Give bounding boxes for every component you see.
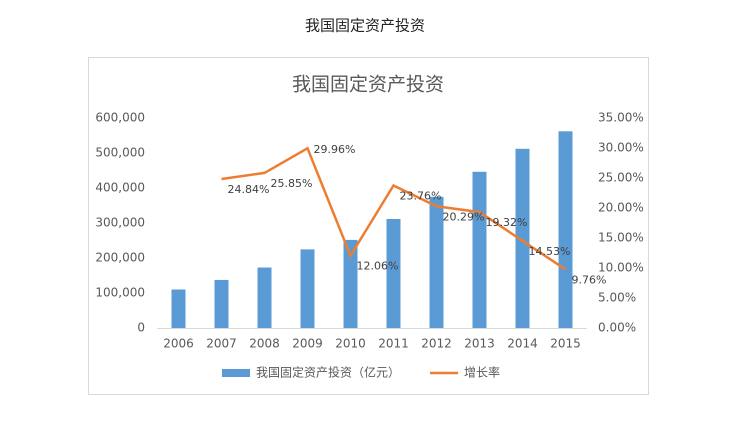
y-tick-label: 0: [137, 321, 145, 335]
y-tick-label: 200,000: [95, 251, 145, 265]
y-tick-label: 100,000: [95, 286, 145, 300]
y2-tick-label: 10.00%: [598, 261, 644, 275]
y-tick-label: 500,000: [95, 146, 145, 160]
x-tick-label: 2009: [292, 337, 323, 351]
x-tick-label: 2007: [206, 337, 237, 351]
x-tick-label: 2010: [335, 337, 366, 351]
data-label: 24.84%: [228, 183, 270, 196]
bar: [214, 279, 229, 328]
data-label: 23.76%: [400, 189, 442, 202]
bar: [429, 196, 444, 328]
data-label: 14.53%: [529, 245, 571, 258]
y2-tick-label: 5.00%: [598, 291, 636, 305]
bar: [472, 171, 487, 328]
bar: [300, 249, 315, 328]
x-tick-label: 2006: [163, 337, 194, 351]
data-label: 20.29%: [443, 210, 485, 223]
bar: [257, 267, 272, 328]
x-tick-label: 2011: [378, 337, 409, 351]
y-tick-label: 600,000: [95, 111, 145, 125]
data-label: 9.76%: [572, 273, 607, 286]
legend-label: 我国固定资产投资（亿元）: [256, 365, 400, 380]
data-label: 19.32%: [486, 216, 528, 229]
x-tick-label: 2012: [421, 337, 452, 351]
y2-tick-label: 0.00%: [598, 321, 636, 335]
data-label: 25.85%: [271, 177, 313, 190]
chart-title: 我国固定资产投资: [292, 74, 444, 96]
x-tick-label: 2015: [550, 337, 581, 351]
page-heading: 我国固定资产投资: [305, 17, 425, 35]
y2-tick-label: 30.00%: [598, 141, 644, 155]
x-tick-label: 2013: [464, 337, 495, 351]
y2-tick-label: 15.00%: [598, 231, 644, 245]
bar: [558, 131, 573, 328]
y-tick-label: 400,000: [95, 181, 145, 195]
data-label: 29.96%: [314, 143, 356, 156]
x-tick-label: 2014: [507, 337, 538, 351]
x-tick-label: 2008: [249, 337, 280, 351]
line: [221, 146, 567, 271]
y-tick-label: 300,000: [95, 216, 145, 230]
bar: [343, 239, 358, 328]
y2-tick-label: 25.00%: [598, 171, 644, 185]
y2-tick-label: 20.00%: [598, 201, 644, 215]
bar: [386, 218, 401, 328]
legend-swatch: [222, 369, 250, 377]
legend-label: 增长率: [464, 365, 500, 380]
bar: [515, 148, 530, 328]
bar: [171, 289, 186, 328]
y2-tick-label: 35.00%: [598, 111, 644, 125]
data-label: 12.06%: [357, 260, 399, 273]
